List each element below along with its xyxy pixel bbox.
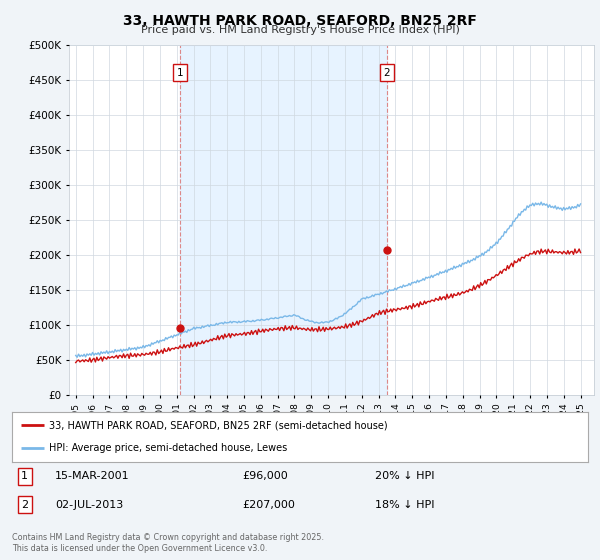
Text: 2: 2 xyxy=(21,500,28,510)
Text: 1: 1 xyxy=(21,472,28,482)
Text: £96,000: £96,000 xyxy=(242,472,288,482)
Text: 2: 2 xyxy=(384,68,391,78)
Text: Price paid vs. HM Land Registry's House Price Index (HPI): Price paid vs. HM Land Registry's House … xyxy=(140,25,460,35)
Text: 18% ↓ HPI: 18% ↓ HPI xyxy=(375,500,434,510)
Text: 02-JUL-2013: 02-JUL-2013 xyxy=(55,500,124,510)
Text: 33, HAWTH PARK ROAD, SEAFORD, BN25 2RF (semi-detached house): 33, HAWTH PARK ROAD, SEAFORD, BN25 2RF (… xyxy=(49,420,388,430)
Text: £207,000: £207,000 xyxy=(242,500,295,510)
Text: 1: 1 xyxy=(177,68,184,78)
Bar xyxy=(180,45,387,395)
Text: Contains HM Land Registry data © Crown copyright and database right 2025.
This d: Contains HM Land Registry data © Crown c… xyxy=(12,533,324,553)
Text: 33, HAWTH PARK ROAD, SEAFORD, BN25 2RF: 33, HAWTH PARK ROAD, SEAFORD, BN25 2RF xyxy=(123,14,477,28)
Text: 15-MAR-2001: 15-MAR-2001 xyxy=(55,472,130,482)
Text: HPI: Average price, semi-detached house, Lewes: HPI: Average price, semi-detached house,… xyxy=(49,444,287,454)
Text: 20% ↓ HPI: 20% ↓ HPI xyxy=(375,472,434,482)
